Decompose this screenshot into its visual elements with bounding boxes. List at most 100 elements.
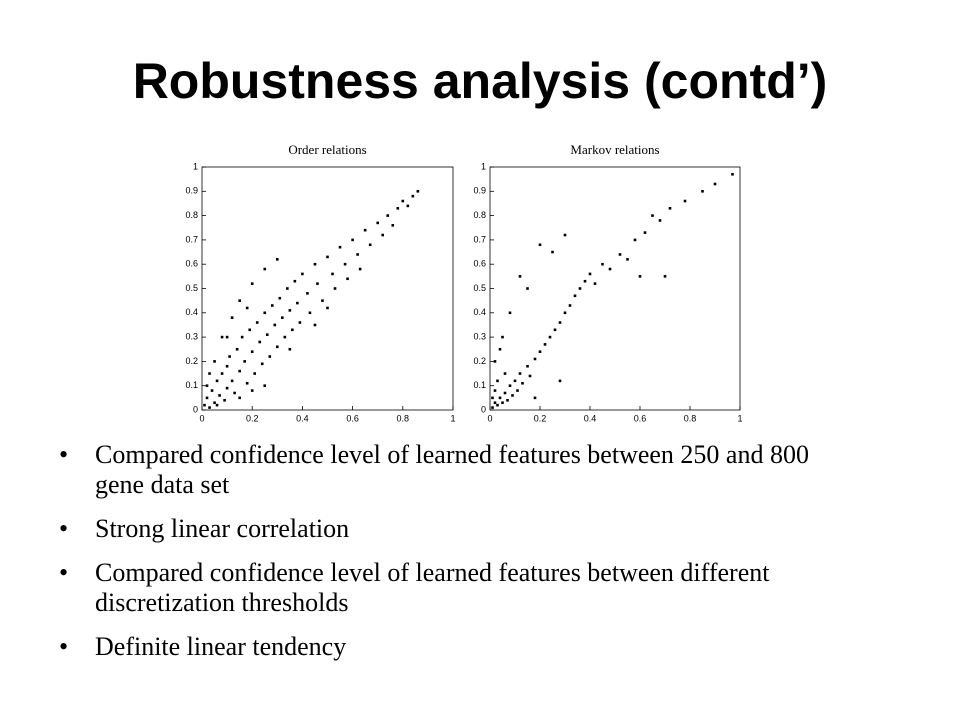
point xyxy=(298,321,302,324)
point xyxy=(538,243,542,247)
point xyxy=(406,204,410,208)
point xyxy=(601,262,604,266)
point xyxy=(608,267,612,271)
point xyxy=(218,394,221,397)
y-tick-label: 0.5 xyxy=(473,283,486,293)
point xyxy=(215,379,219,383)
y-tick-label: 0.7 xyxy=(473,234,486,244)
point xyxy=(250,350,254,353)
point xyxy=(308,311,312,315)
point xyxy=(258,340,262,344)
point xyxy=(276,345,279,349)
point xyxy=(551,250,554,254)
point xyxy=(263,267,267,271)
point xyxy=(288,347,292,351)
point xyxy=(558,321,562,324)
point xyxy=(291,328,294,332)
point xyxy=(496,379,499,383)
y-tick-label: 0.8 xyxy=(473,210,486,220)
point xyxy=(501,335,504,339)
point xyxy=(501,401,504,405)
point xyxy=(220,372,224,375)
point xyxy=(270,304,274,307)
point xyxy=(356,253,359,256)
point xyxy=(516,389,519,392)
point xyxy=(518,372,522,375)
point xyxy=(583,279,587,283)
point xyxy=(663,275,667,278)
point xyxy=(368,243,372,247)
point xyxy=(526,287,529,290)
point xyxy=(215,403,219,407)
point xyxy=(281,316,284,319)
point xyxy=(346,277,349,281)
point xyxy=(333,287,337,290)
point xyxy=(230,316,234,319)
point xyxy=(493,401,497,405)
point xyxy=(533,396,537,400)
point xyxy=(213,401,216,405)
point xyxy=(338,245,342,249)
point xyxy=(268,355,272,358)
point xyxy=(493,389,497,392)
slide-title: Robustness analysis (contd’) xyxy=(132,53,828,109)
point xyxy=(273,323,277,327)
point xyxy=(396,207,400,210)
point xyxy=(618,253,622,256)
y-tick-label: 0 xyxy=(193,404,198,414)
point xyxy=(233,391,236,395)
bullet: Compared confidence level of learned fea… xyxy=(55,558,855,618)
point xyxy=(326,255,329,259)
point xyxy=(506,398,509,402)
point xyxy=(225,386,229,390)
x-tick-label: 0 xyxy=(487,413,492,423)
point xyxy=(558,379,562,383)
y-tick-label: 0.4 xyxy=(185,307,198,317)
y-tick-label: 0.6 xyxy=(473,259,486,269)
point xyxy=(496,403,499,407)
y-tick-label: 0.9 xyxy=(473,186,486,196)
point xyxy=(503,372,507,375)
point xyxy=(643,231,647,234)
point xyxy=(508,384,512,387)
point xyxy=(208,372,211,375)
point xyxy=(205,384,209,387)
point xyxy=(321,299,324,302)
y-tick-label: 0.5 xyxy=(185,283,198,293)
point xyxy=(701,190,704,193)
point xyxy=(416,190,420,193)
point xyxy=(240,335,244,339)
axes-box xyxy=(201,166,454,411)
point xyxy=(568,304,572,307)
point xyxy=(658,219,662,222)
point xyxy=(563,311,567,315)
point xyxy=(526,364,529,368)
point xyxy=(713,182,717,186)
point xyxy=(511,394,514,397)
point xyxy=(263,311,267,315)
point xyxy=(276,258,279,261)
point xyxy=(243,360,246,363)
point xyxy=(513,379,517,383)
point xyxy=(683,199,687,203)
point xyxy=(245,381,249,385)
point xyxy=(626,258,629,261)
point xyxy=(250,282,254,285)
point xyxy=(313,323,317,327)
point xyxy=(316,282,319,285)
point xyxy=(283,335,287,339)
bullet-list: Compared confidence level of learned fea… xyxy=(55,440,855,676)
point xyxy=(225,335,229,339)
bullet: Strong linear correlation xyxy=(55,514,855,544)
x-tick-label: 0.6 xyxy=(346,413,359,423)
y-tick-label: 0 xyxy=(481,404,486,414)
point xyxy=(498,396,502,400)
y-tick-label: 0.6 xyxy=(185,259,198,269)
point xyxy=(491,406,494,409)
point xyxy=(731,172,734,176)
point xyxy=(411,194,415,198)
point xyxy=(248,328,251,332)
y-tick-label: 0.2 xyxy=(473,356,486,366)
y-tick-label: 0.2 xyxy=(185,356,198,366)
